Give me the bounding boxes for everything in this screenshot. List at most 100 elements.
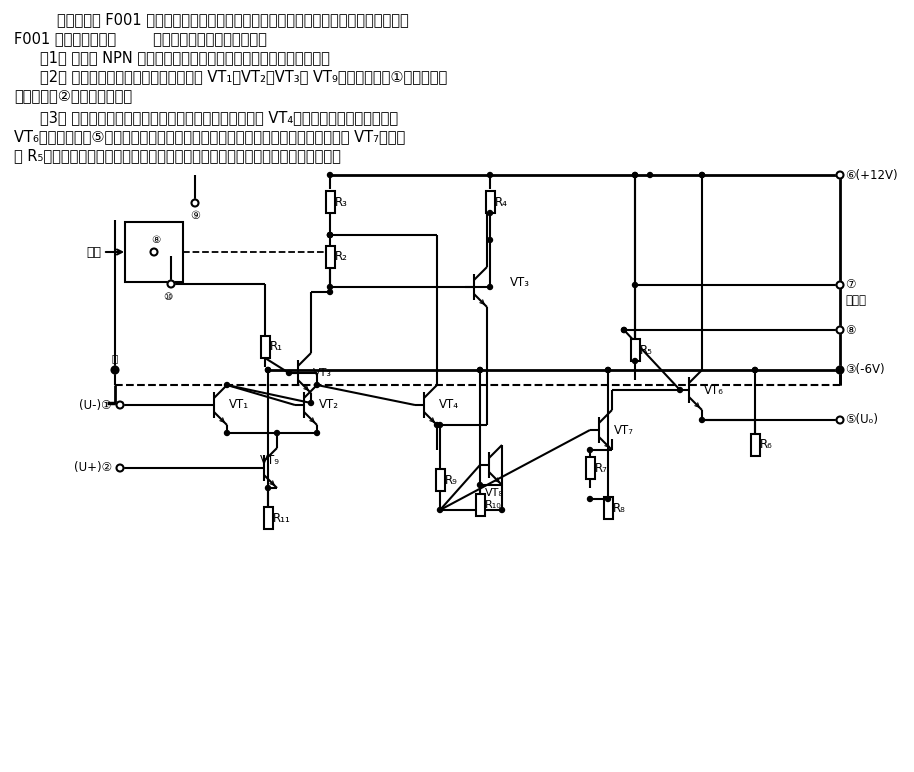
Circle shape — [836, 417, 844, 424]
Bar — [603, 497, 612, 519]
Circle shape — [499, 507, 505, 513]
Text: VT₇: VT₇ — [614, 424, 634, 436]
Circle shape — [699, 418, 705, 422]
Circle shape — [327, 290, 333, 294]
Circle shape — [588, 448, 592, 452]
Text: VT₆射极输出端（⑤端）的静态电位就不可能为零。为了解决这一问题，利用恒流源 VT₇的电流: VT₆射极输出端（⑤端）的静态电位就不可能为零。为了解决这一问题，利用恒流源 V… — [14, 130, 405, 144]
Circle shape — [622, 327, 626, 333]
Circle shape — [836, 367, 844, 374]
Circle shape — [265, 367, 271, 373]
Bar — [263, 507, 272, 529]
Text: VT₈: VT₈ — [485, 488, 504, 498]
Text: R₈: R₈ — [613, 502, 626, 514]
Text: F001 的内部电路如图        所示。从图中我们可以看到：: F001 的内部电路如图 所示。从图中我们可以看到： — [14, 32, 267, 46]
Circle shape — [314, 382, 320, 388]
Text: ⑨: ⑨ — [190, 211, 200, 221]
Text: （1） 它是以 NPN 型半导体三极管为基础组成的直接耦合放大电路。: （1） 它是以 NPN 型半导体三极管为基础组成的直接耦合放大电路。 — [40, 50, 330, 66]
Circle shape — [192, 199, 198, 206]
Circle shape — [837, 367, 843, 373]
Text: ⑧: ⑧ — [152, 235, 161, 245]
Circle shape — [752, 367, 758, 373]
Text: （2） 输入级采用的是差动放大电路，由 VT₁、VT₂、VT₃和 VT₉组成。输入端①为反相输入: （2） 输入级采用的是差动放大电路，由 VT₁、VT₂、VT₃和 VT₉组成。输… — [40, 69, 447, 84]
Circle shape — [327, 232, 333, 238]
Circle shape — [647, 172, 653, 178]
Bar — [586, 457, 594, 479]
Text: R₇: R₇ — [595, 462, 608, 475]
Circle shape — [477, 367, 483, 373]
Bar — [125, 222, 183, 282]
Text: ③(-6V): ③(-6V) — [845, 364, 885, 377]
Circle shape — [487, 172, 493, 178]
Circle shape — [632, 172, 637, 178]
Text: R₁: R₁ — [270, 340, 283, 354]
Text: (U+)②: (U+)② — [74, 462, 112, 475]
Circle shape — [265, 367, 271, 373]
Circle shape — [274, 431, 280, 435]
Circle shape — [225, 431, 229, 435]
Text: R₄: R₄ — [495, 195, 508, 208]
Text: VT₂: VT₂ — [319, 398, 339, 411]
Circle shape — [588, 496, 592, 502]
Text: 端，输入端②为同相输入端。: 端，输入端②为同相输入端。 — [14, 89, 133, 103]
Circle shape — [116, 465, 123, 472]
Circle shape — [605, 367, 611, 373]
Circle shape — [487, 285, 493, 290]
Text: R₂: R₂ — [335, 250, 348, 263]
Circle shape — [477, 482, 483, 487]
Text: 下面我们以 F001 型集成运算放大器为例，简要介绍一下集成运算放大器的内部电路。: 下面我们以 F001 型集成运算放大器为例，简要介绍一下集成运算放大器的内部电路… — [57, 12, 409, 28]
Circle shape — [677, 388, 683, 392]
Circle shape — [438, 507, 442, 513]
Text: 调零: 调零 — [86, 245, 101, 259]
Text: ⑦: ⑦ — [845, 279, 856, 292]
Text: (U-)①: (U-)① — [80, 398, 112, 411]
Text: VT₉: VT₉ — [260, 453, 280, 466]
Circle shape — [286, 371, 292, 375]
Text: ⑪: ⑪ — [112, 353, 118, 363]
Circle shape — [434, 422, 440, 428]
Circle shape — [622, 327, 626, 333]
Circle shape — [151, 249, 157, 256]
Circle shape — [225, 382, 229, 388]
Text: （3） 中间级电路为典型的共射极放大电路。由于放大管 VT₄的发射极直接接地，这样在: （3） 中间级电路为典型的共射极放大电路。由于放大管 VT₄的发射极直接接地，这… — [40, 110, 399, 126]
Text: ⑧: ⑧ — [845, 323, 856, 337]
Circle shape — [112, 367, 118, 373]
Text: VT₁: VT₁ — [229, 398, 250, 411]
Circle shape — [167, 280, 175, 287]
Text: ⑥(+12V): ⑥(+12V) — [845, 168, 898, 181]
Text: 补偿端: 补偿端 — [845, 293, 866, 306]
Circle shape — [477, 367, 483, 373]
Text: ⑩: ⑩ — [164, 292, 173, 302]
Circle shape — [314, 431, 320, 435]
Text: VT₆: VT₆ — [704, 384, 724, 397]
Circle shape — [752, 367, 758, 373]
Circle shape — [327, 232, 333, 238]
Text: VT₃: VT₃ — [510, 276, 530, 289]
Text: R₅: R₅ — [640, 344, 653, 357]
Circle shape — [327, 172, 333, 178]
Text: R₉: R₉ — [445, 473, 458, 486]
Bar — [435, 469, 444, 491]
Bar — [325, 191, 335, 213]
Circle shape — [632, 172, 637, 178]
Text: 在 R₅上的压降来进行补偿。它可以达到既降低直流电位又不损失交流信号的目的。: 在 R₅上的压降来进行补偿。它可以达到既降低直流电位又不损失交流信号的目的。 — [14, 148, 341, 164]
Circle shape — [632, 358, 637, 364]
Bar — [475, 494, 484, 516]
Bar — [750, 434, 760, 456]
Circle shape — [265, 486, 271, 490]
Text: VT₃: VT₃ — [313, 368, 332, 378]
Circle shape — [605, 367, 611, 373]
Bar — [485, 191, 494, 213]
Text: ⑤(Uₒ): ⑤(Uₒ) — [845, 414, 878, 426]
Text: R₃: R₃ — [335, 195, 348, 208]
Bar — [260, 336, 270, 358]
Text: R₁₀: R₁₀ — [485, 500, 502, 510]
Circle shape — [699, 172, 705, 178]
Circle shape — [836, 327, 844, 334]
Circle shape — [836, 171, 844, 178]
Bar — [325, 246, 335, 268]
Circle shape — [309, 401, 314, 405]
Circle shape — [632, 283, 637, 287]
Text: R₆: R₆ — [760, 438, 772, 452]
Text: VT₄: VT₄ — [439, 398, 459, 411]
Circle shape — [487, 238, 493, 242]
